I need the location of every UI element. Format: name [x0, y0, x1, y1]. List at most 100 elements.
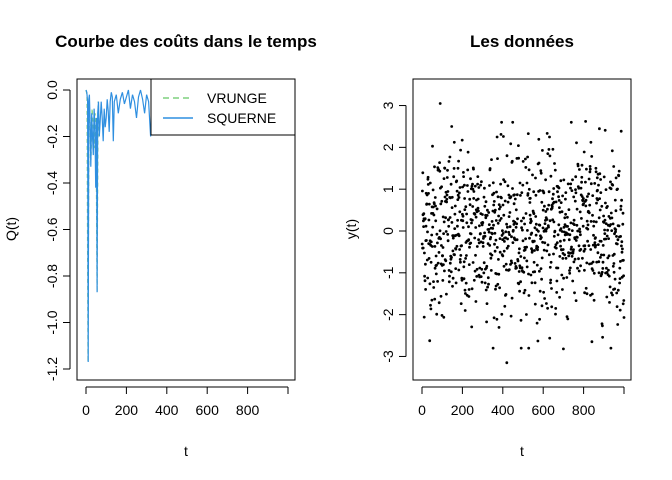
data-point	[495, 190, 498, 194]
data-point	[520, 226, 523, 230]
x-tick-label: 400	[491, 402, 515, 418]
data-point	[507, 215, 511, 219]
data-point	[431, 205, 435, 209]
data-point	[483, 204, 487, 208]
data-point	[621, 247, 624, 251]
data-point	[451, 249, 455, 253]
data-point	[502, 249, 506, 253]
data-point	[437, 301, 441, 305]
data-point	[470, 287, 474, 291]
data-point	[488, 167, 492, 170]
data-point	[428, 181, 432, 185]
data-point	[551, 197, 554, 201]
data-point	[575, 223, 579, 227]
data-point	[584, 180, 587, 184]
data-point	[440, 244, 443, 247]
data-point	[563, 253, 566, 257]
data-point	[494, 287, 497, 291]
data-point	[505, 246, 509, 250]
data-point	[431, 144, 434, 148]
data-point	[512, 202, 516, 206]
data-point	[495, 135, 499, 139]
x-tick-label: 200	[115, 402, 139, 418]
data-point	[585, 261, 589, 265]
data-point	[549, 174, 553, 178]
data-point	[470, 325, 474, 329]
data-point	[523, 256, 526, 260]
cost-curve-x-label: t	[184, 443, 188, 459]
data-point	[528, 201, 532, 204]
data-point	[426, 175, 430, 179]
data-point	[509, 142, 513, 146]
data-point	[565, 315, 569, 318]
data-point	[456, 166, 460, 170]
data-point	[442, 315, 446, 319]
data-point	[435, 312, 439, 316]
data-point	[474, 215, 478, 219]
data-point	[500, 312, 504, 316]
data-point	[462, 277, 466, 281]
data-point	[533, 270, 537, 274]
data-point	[545, 218, 549, 221]
data-point	[463, 183, 466, 187]
data-point	[538, 269, 541, 273]
data-point	[572, 195, 576, 199]
data-point	[579, 233, 582, 237]
data-point	[564, 256, 568, 260]
data-point	[562, 225, 566, 229]
data-point	[569, 247, 573, 251]
data-point	[473, 269, 477, 273]
data-point	[472, 190, 476, 193]
data-point	[603, 228, 606, 232]
data-point	[591, 260, 595, 264]
data-point	[468, 197, 472, 201]
data-point	[480, 267, 484, 271]
data-point	[584, 286, 588, 290]
data-point	[525, 181, 529, 185]
data-point	[533, 281, 537, 285]
data-point	[494, 219, 498, 222]
data-point	[612, 165, 616, 168]
data-point	[440, 185, 443, 189]
data-point	[578, 210, 582, 214]
data-point	[440, 314, 444, 317]
data-point	[521, 183, 525, 187]
data-point	[589, 220, 593, 223]
data-point	[531, 173, 534, 177]
data-point	[498, 250, 502, 254]
data-point	[600, 204, 604, 208]
data-point	[435, 232, 439, 236]
data-point	[432, 280, 435, 283]
data-point	[421, 246, 425, 250]
data-point	[423, 217, 427, 221]
data-point	[547, 190, 551, 194]
data-point	[433, 245, 437, 248]
data-point	[609, 346, 613, 350]
data-point	[472, 197, 476, 200]
data-point	[594, 236, 597, 240]
data-point	[612, 270, 616, 274]
data-point	[571, 178, 574, 182]
data-point	[507, 268, 511, 271]
data-point	[444, 259, 448, 263]
data-point	[565, 276, 569, 279]
data-point	[519, 280, 522, 284]
data-point	[530, 281, 534, 285]
data-point	[473, 212, 477, 216]
data-point	[439, 202, 443, 206]
data-point	[622, 258, 625, 262]
data-point	[602, 253, 606, 257]
data-point	[566, 182, 570, 186]
data-point	[588, 203, 592, 207]
data-point	[576, 164, 580, 168]
data-point	[453, 253, 456, 257]
data-point	[581, 224, 585, 228]
data-point	[561, 288, 564, 291]
data-point	[522, 216, 525, 220]
data-point	[621, 211, 625, 215]
cost-curve-title: Courbe des coûts dans le temps	[55, 32, 317, 51]
data-point	[620, 250, 624, 254]
x-tick-label: 400	[155, 402, 179, 418]
data-point	[475, 275, 479, 278]
data-point	[443, 195, 447, 199]
